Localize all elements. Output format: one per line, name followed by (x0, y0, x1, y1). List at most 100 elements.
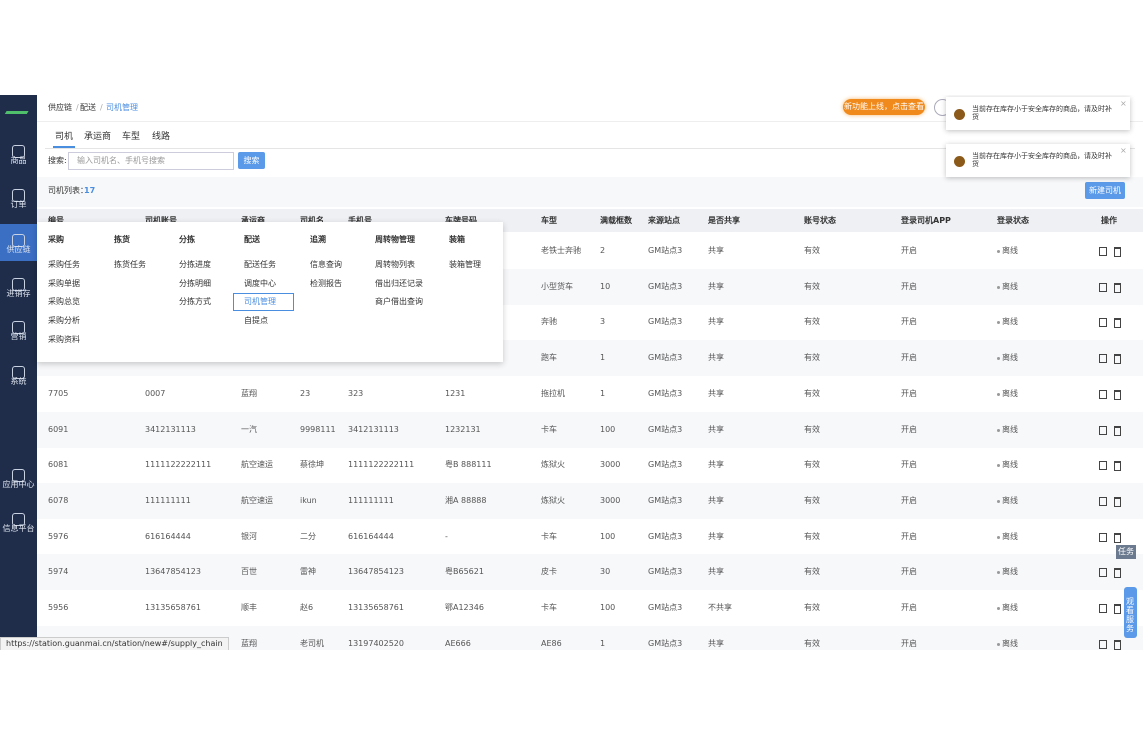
tab[interactable]: 线路 (152, 132, 171, 142)
table-cell: 离线 (1002, 460, 1018, 470)
menu-item[interactable]: 检测报告 (310, 278, 342, 288)
breadcrumb[interactable]: 供应链 (48, 103, 72, 112)
delete-icon[interactable] (1114, 532, 1121, 543)
table-cell: 粤B65621 (445, 567, 484, 577)
search-button[interactable]: 搜索 (238, 152, 265, 169)
sidebar-item[interactable]: 订单 (10, 200, 27, 209)
menu-item[interactable]: 信息查询 (310, 260, 342, 269)
table-cell: 7705 (48, 388, 69, 398)
sidebar-item[interactable]: 信息平台 (2, 524, 35, 533)
breadcrumb: 司机管理 (106, 103, 138, 112)
table-cell: 奔驰 (541, 317, 557, 327)
edit-icon[interactable] (1099, 425, 1107, 435)
menu-item[interactable]: 拣货任务 (114, 260, 146, 269)
table-cell: 1 (600, 388, 606, 398)
table-header: 司机名 (300, 216, 324, 225)
edit-icon[interactable] (1099, 389, 1107, 399)
delete-icon[interactable] (1114, 639, 1121, 650)
edit-icon[interactable] (1099, 461, 1107, 471)
task-tab[interactable]: 任务 (1116, 545, 1136, 559)
menu-item[interactable]: 调度中心 (244, 278, 276, 288)
close[interactable]: × (1120, 146, 1127, 155)
sidebar-active (0, 224, 37, 261)
table-cell: 有效 (804, 317, 820, 327)
row-bg (37, 482, 1143, 519)
status-dot (997, 285, 1000, 289)
menu-item[interactable]: 自提点 (244, 316, 268, 326)
menu-item[interactable]: 配送任务 (244, 260, 276, 269)
delete-icon[interactable] (1114, 568, 1121, 579)
table-cell: 共享 (708, 531, 724, 541)
sidebar-item[interactable]: 供应链 (6, 245, 31, 254)
edit-icon[interactable] (1099, 604, 1107, 613)
sidebar-item[interactable]: 应用中心 (2, 480, 35, 489)
banner-text[interactable]: 新功能上线，点击查看 (844, 102, 924, 111)
delete-icon[interactable] (1114, 461, 1121, 472)
edit-icon[interactable] (1099, 354, 1107, 364)
breadcrumb[interactable]: 配送 (80, 103, 96, 112)
table-cell: 老铁士奔驰 (541, 246, 581, 255)
menu-item[interactable]: 采购总览 (48, 297, 80, 307)
table-cell: 小型货车 (541, 281, 573, 291)
delete-icon[interactable] (1114, 282, 1121, 293)
new-button[interactable]: 新建司机 (1085, 182, 1125, 199)
header-line (37, 121, 1143, 122)
table-cell: 离线 (1002, 531, 1018, 541)
table-cell: 2 (600, 246, 606, 255)
table-cell: 共享 (708, 495, 724, 505)
table-cell: 111111111 (145, 495, 191, 505)
menu-item[interactable]: 周转物列表 (375, 260, 415, 269)
edit-icon[interactable] (1099, 247, 1107, 256)
delete-icon[interactable] (1114, 604, 1121, 614)
table-cell: 23 (300, 388, 311, 398)
search-input[interactable]: 输入司机名、手机号搜索 (68, 152, 234, 170)
table-cell: 赵6 (300, 603, 314, 612)
menu-item[interactable]: 借出归还记录 (375, 278, 423, 288)
sidebar-item[interactable]: 商品 (10, 156, 27, 165)
edit-icon[interactable] (1099, 532, 1107, 542)
sidebar-icon (12, 513, 25, 526)
sidebar-item[interactable]: 系统 (10, 377, 27, 386)
menu-item[interactable]: 采购单据 (48, 278, 80, 288)
sidebar-item[interactable]: 营销 (10, 332, 27, 341)
delete-icon[interactable] (1114, 389, 1121, 400)
menu-item[interactable]: 采购任务 (48, 260, 80, 269)
status-dot (997, 535, 1000, 539)
delete-icon[interactable] (1114, 496, 1121, 507)
delete-icon[interactable] (1114, 247, 1121, 257)
delete-icon[interactable] (1114, 425, 1121, 436)
status-dot (997, 571, 1000, 575)
menu-item[interactable]: 采购分析 (48, 316, 80, 326)
menu-item[interactable]: 分拣方式 (179, 297, 211, 307)
table-cell: 13647854123 (348, 567, 404, 577)
table-cell: 5956 (48, 603, 69, 612)
table-cell: 3412131113 (145, 424, 196, 434)
sidebar-icon (12, 145, 25, 158)
table-cell: 100 (600, 424, 616, 434)
service-text: 观看服务 (1126, 597, 1134, 633)
menu-item[interactable]: 分拣明细 (179, 278, 211, 288)
menu-item[interactable]: 采购资料 (48, 334, 80, 344)
tab[interactable]: 司机 (55, 132, 74, 142)
edit-icon[interactable] (1099, 568, 1107, 578)
edit-icon[interactable] (1099, 496, 1107, 506)
menu-item[interactable]: 分拣进度 (179, 260, 211, 269)
tab[interactable]: 承运商 (84, 132, 112, 142)
edit-icon[interactable] (1099, 318, 1107, 328)
menu-item[interactable]: 装箱管理 (449, 260, 481, 269)
delete-icon[interactable] (1114, 354, 1121, 365)
sidebar-item[interactable]: 进销存 (6, 289, 31, 298)
edit-icon[interactable] (1099, 639, 1107, 649)
table-cell: 1231 (445, 388, 466, 398)
status-bar: https://station.guanmai.cn/station/new#/… (0, 637, 229, 650)
service-tab[interactable]: 观看服务 (1124, 587, 1137, 638)
menu-item[interactable]: 商户借出查询 (375, 297, 423, 307)
table-cell: 离线 (1002, 281, 1018, 291)
table-header: 是否共享 (708, 216, 740, 225)
edit-icon[interactable] (1099, 282, 1107, 292)
menu-item[interactable]: 司机管理 (244, 297, 276, 307)
tab[interactable]: 车型 (122, 132, 141, 142)
list-bar (37, 177, 1143, 207)
close[interactable]: × (1120, 99, 1127, 108)
delete-icon[interactable] (1114, 318, 1121, 329)
